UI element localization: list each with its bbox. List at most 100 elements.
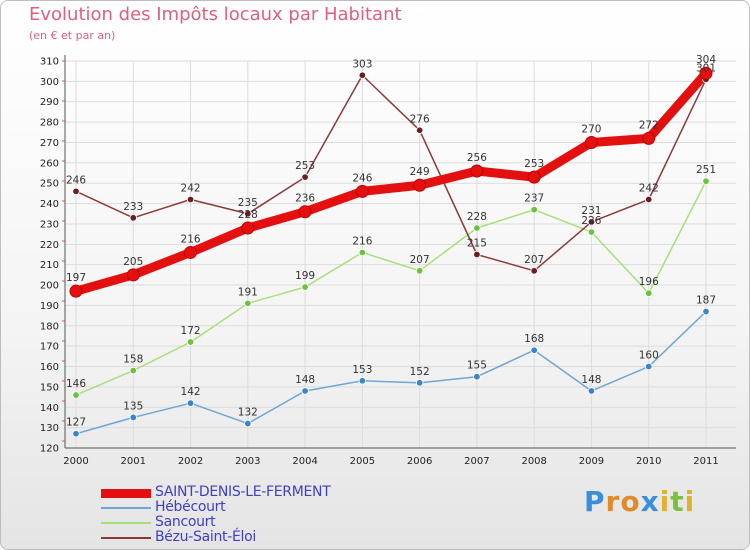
- data-label: 152: [410, 366, 430, 378]
- data-point: [355, 184, 369, 198]
- data-point: [645, 289, 653, 297]
- y-tick-label: 230: [40, 219, 59, 230]
- line-chart: 120 130 140 150 160 170 180 190 200 210 220 230 240 2…: [40, 54, 736, 467]
- data-point: [702, 307, 710, 316]
- data-point: [358, 71, 367, 79]
- data-point: [470, 164, 484, 178]
- data-label: 197: [66, 272, 86, 284]
- data-point: [415, 126, 424, 134]
- y-tick-label: 310: [40, 57, 59, 68]
- data-label: 303: [352, 58, 372, 70]
- data-point: [587, 218, 596, 226]
- data-point: [301, 173, 309, 181]
- data-label: 153: [352, 364, 372, 376]
- data-point: [530, 267, 538, 275]
- data-point: [587, 228, 596, 236]
- y-tick-label: 290: [40, 97, 59, 108]
- data-label: 253: [295, 160, 315, 172]
- x-tick-label: 2005: [350, 456, 375, 467]
- data-point: [530, 205, 538, 214]
- data-label: 272: [639, 119, 659, 131]
- series-line-h-b-court: [75, 310, 707, 435]
- data-label: 256: [467, 152, 487, 164]
- grid: [65, 60, 736, 448]
- data-point: [702, 177, 710, 185]
- data-label: 215: [467, 238, 487, 250]
- data-label: 235: [238, 197, 258, 209]
- data-label: 187: [696, 295, 716, 307]
- chart-title: Evolution des Impôts locaux par Habitant: [29, 4, 402, 25]
- legend-swatch: [101, 537, 151, 539]
- data-label: 301: [696, 62, 716, 74]
- data-point: [527, 170, 541, 184]
- series-line-saint-denis-le-ferment: [71, 68, 711, 296]
- legend-label: Bézu-Saint-Éloi: [155, 529, 256, 545]
- data-label: 155: [467, 360, 487, 372]
- data-label: 228: [467, 211, 487, 223]
- data-point: [241, 221, 255, 235]
- data-point: [645, 362, 653, 371]
- data-label: 142: [181, 386, 201, 398]
- data-point: [244, 210, 252, 218]
- data-label: 251: [696, 164, 716, 176]
- data-label: 228: [238, 209, 258, 221]
- data-label: 246: [66, 174, 86, 186]
- data-point: [413, 178, 427, 192]
- data-point: [415, 267, 424, 275]
- data-label: 196: [639, 276, 659, 288]
- legend-swatch: [101, 489, 151, 498]
- y-tick-label: 240: [40, 199, 59, 210]
- proxiti-logo: Proxiti: [584, 485, 695, 518]
- x-tick-label: 2008: [521, 456, 546, 467]
- data-point: [358, 248, 367, 257]
- data-point: [473, 250, 481, 259]
- y-tick-label: 210: [40, 260, 59, 271]
- data-point: [186, 399, 195, 407]
- data-point: [645, 195, 653, 204]
- data-labels: 127 135 142 132 148 153 152 155 168 148 160 187 146 1…: [66, 54, 716, 429]
- x-tick-label: 2006: [407, 456, 432, 467]
- data-label: 135: [123, 400, 143, 412]
- y-tick-label: 150: [40, 382, 59, 393]
- logo-letter: i: [684, 485, 696, 518]
- data-label: 191: [238, 286, 258, 298]
- logo-letter: i: [659, 485, 671, 518]
- data-point: [72, 430, 80, 438]
- data-label: 246: [352, 172, 372, 184]
- x-tick-label: 2009: [579, 456, 604, 467]
- y-tick-label: 270: [40, 138, 59, 149]
- y-tick-label: 220: [40, 240, 59, 251]
- data-point: [473, 373, 481, 381]
- data-label: 231: [581, 205, 601, 217]
- data-label: 207: [410, 254, 430, 266]
- data-label: 304: [696, 54, 716, 66]
- data-point: [244, 299, 252, 308]
- data-label: 146: [66, 378, 86, 390]
- logo-letter: P: [584, 485, 606, 518]
- data-label: 242: [639, 183, 659, 195]
- y-tick-label: 180: [40, 321, 59, 332]
- data-label: 199: [295, 270, 315, 282]
- data-point: [186, 195, 195, 204]
- data-point: [129, 366, 137, 375]
- x-tick-label: 2010: [636, 456, 661, 467]
- y-axis-ticks: 120 130 140 150 160 170 180 190 200 210 220 230 240 2…: [40, 57, 59, 455]
- data-label: 216: [181, 233, 201, 245]
- data-point: [184, 245, 198, 259]
- x-tick-label: 2001: [121, 456, 146, 467]
- x-tick-label: 2000: [63, 456, 88, 467]
- data-point: [129, 214, 137, 222]
- data-label: 242: [181, 183, 201, 195]
- data-point: [473, 224, 481, 232]
- legend-swatch: [101, 522, 151, 524]
- series-line-sancourt: [75, 180, 707, 396]
- data-point: [642, 131, 656, 145]
- x-tick-label: 2004: [292, 456, 317, 467]
- data-label: 237: [524, 193, 544, 205]
- logo-letter: r: [605, 485, 621, 518]
- y-tick-label: 140: [40, 403, 59, 414]
- data-label: 226: [581, 215, 601, 227]
- data-point: [72, 391, 80, 399]
- data-label: 205: [123, 256, 143, 268]
